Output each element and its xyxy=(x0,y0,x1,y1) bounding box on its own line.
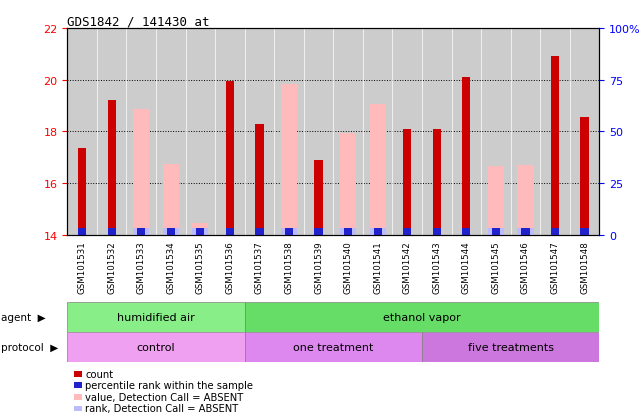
Bar xyxy=(433,228,441,235)
Text: GSM101536: GSM101536 xyxy=(226,241,235,293)
Bar xyxy=(340,133,356,235)
Bar xyxy=(580,118,588,235)
Bar xyxy=(78,228,87,235)
Bar xyxy=(281,228,297,235)
Bar xyxy=(422,332,599,362)
Bar xyxy=(281,84,297,235)
Text: one treatment: one treatment xyxy=(293,342,374,352)
Text: GSM101531: GSM101531 xyxy=(78,241,87,293)
Text: ethanol vapor: ethanol vapor xyxy=(383,313,461,323)
Bar xyxy=(344,228,353,235)
Text: GSM101538: GSM101538 xyxy=(285,241,294,293)
Text: GSM101540: GSM101540 xyxy=(344,241,353,293)
Bar xyxy=(108,228,116,235)
Text: GSM101537: GSM101537 xyxy=(255,241,264,293)
Text: GSM101543: GSM101543 xyxy=(432,241,441,293)
Text: count: count xyxy=(85,369,113,379)
Text: GSM101546: GSM101546 xyxy=(521,241,530,293)
Bar xyxy=(551,228,559,235)
Bar xyxy=(192,224,208,235)
Bar xyxy=(285,228,293,235)
Bar xyxy=(137,228,146,235)
Text: GSM101534: GSM101534 xyxy=(166,241,175,293)
Text: protocol  ▶: protocol ▶ xyxy=(1,342,58,352)
Bar xyxy=(78,149,87,235)
Bar xyxy=(551,57,559,235)
Bar xyxy=(492,228,500,235)
Bar xyxy=(245,303,599,332)
Bar xyxy=(314,161,322,235)
Bar xyxy=(163,164,179,235)
Text: agent  ▶: agent ▶ xyxy=(1,313,46,323)
Bar xyxy=(314,228,322,235)
Text: GDS1842 / 141430_at: GDS1842 / 141430_at xyxy=(67,15,210,28)
Text: GSM101539: GSM101539 xyxy=(314,241,323,293)
Bar xyxy=(433,130,441,235)
Bar xyxy=(369,105,386,235)
Text: GSM101544: GSM101544 xyxy=(462,241,471,293)
Text: GSM101542: GSM101542 xyxy=(403,241,412,293)
Text: five treatments: five treatments xyxy=(468,342,554,352)
Bar xyxy=(403,228,412,235)
Text: control: control xyxy=(137,342,175,352)
Text: GSM101532: GSM101532 xyxy=(107,241,116,293)
Text: GSM101535: GSM101535 xyxy=(196,241,205,293)
Bar xyxy=(255,228,263,235)
Bar xyxy=(374,228,382,235)
Bar xyxy=(67,303,245,332)
Text: GSM101548: GSM101548 xyxy=(580,241,589,293)
Bar xyxy=(517,228,533,235)
Text: humidified air: humidified air xyxy=(117,313,195,323)
Bar xyxy=(108,101,116,235)
Text: percentile rank within the sample: percentile rank within the sample xyxy=(85,380,253,390)
Bar xyxy=(226,82,234,235)
Bar xyxy=(133,228,149,235)
Bar xyxy=(255,124,263,235)
Bar xyxy=(521,228,529,235)
Text: GSM101541: GSM101541 xyxy=(373,241,382,293)
Text: GSM101533: GSM101533 xyxy=(137,241,146,293)
Bar xyxy=(192,228,208,235)
Bar xyxy=(580,228,588,235)
Bar xyxy=(403,130,412,235)
Bar xyxy=(163,228,179,235)
Text: GSM101545: GSM101545 xyxy=(492,241,501,293)
Bar xyxy=(462,228,470,235)
Bar xyxy=(462,78,470,235)
Bar xyxy=(226,228,234,235)
Bar xyxy=(488,228,504,235)
Bar xyxy=(340,228,356,235)
Text: value, Detection Call = ABSENT: value, Detection Call = ABSENT xyxy=(85,392,244,402)
Bar xyxy=(369,228,386,235)
Bar xyxy=(167,228,175,235)
Bar xyxy=(196,228,204,235)
Bar xyxy=(133,110,149,235)
Text: rank, Detection Call = ABSENT: rank, Detection Call = ABSENT xyxy=(85,404,238,413)
Bar xyxy=(67,332,245,362)
Bar xyxy=(488,167,504,235)
Text: GSM101547: GSM101547 xyxy=(551,241,560,293)
Bar xyxy=(517,166,533,235)
Bar xyxy=(245,332,422,362)
